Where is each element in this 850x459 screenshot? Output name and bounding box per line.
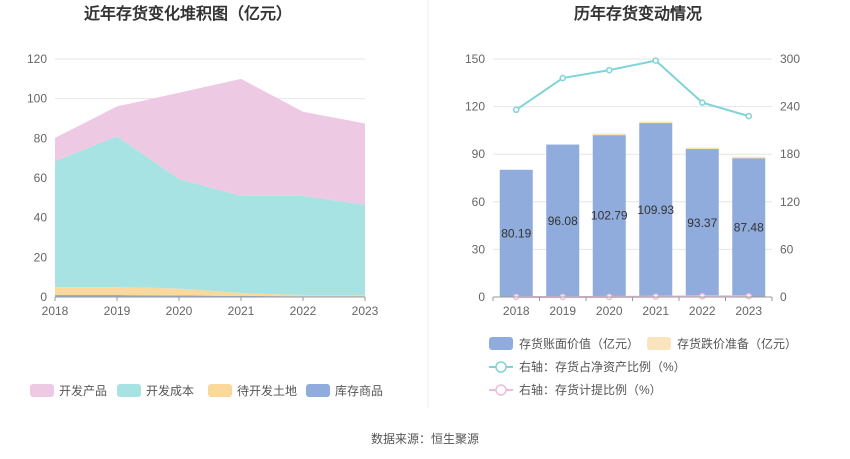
line-point — [745, 292, 752, 300]
right-right-y-tick-label: 240 — [780, 100, 800, 114]
bar-存货跌价准备 — [592, 133, 626, 136]
right-left-y-tick-label: 90 — [472, 147, 486, 161]
left-y-tick-label: 40 — [34, 211, 48, 225]
right-chart-axis: 0 30 60 90 120 150 0 60 120 180 240 300 2018 2019 2020… — [465, 52, 800, 318]
right-right-y-tick-label: 300 — [780, 52, 800, 66]
right-right-y-tick-label: 180 — [780, 147, 800, 161]
line-point — [559, 74, 566, 82]
right-left-y-tick-label: 30 — [472, 242, 486, 256]
right-left-y-tick-label: 0 — [478, 290, 485, 304]
line-point — [745, 112, 752, 120]
left-x-tick-label: 2019 — [104, 304, 131, 318]
bar-value-label: 96.08 — [548, 214, 578, 228]
left-chart-axis: 0 20 40 60 80 100 120 2018 2019 2020 2021 2022 2023 — [27, 52, 379, 318]
right-x-tick-label: 2021 — [642, 304, 669, 318]
bar-存货账面价值 — [546, 144, 580, 297]
bar-存货跌价准备 — [639, 121, 673, 124]
left-x-tick-label: 2023 — [352, 304, 379, 318]
right-x-tick-label: 2018 — [503, 304, 530, 318]
left-legend-swatch — [117, 384, 141, 397]
bar-存货账面价值 — [685, 148, 719, 297]
right-right-y-tick-label: 60 — [780, 242, 794, 256]
right-chart-title: 历年存货变动情况 — [574, 4, 702, 23]
area-开发产品 — [55, 78, 365, 205]
data-source: 数据来源：恒生聚源 — [371, 431, 479, 446]
bar-存货账面价值 — [499, 169, 533, 297]
bar-存货跌价准备 — [685, 147, 719, 150]
bar-存货账面价值 — [732, 158, 766, 297]
line-point — [513, 106, 520, 114]
right-legend-label: 右轴：存货占净资产比例（%） — [519, 359, 686, 374]
left-x-tick-label: 2020 — [166, 304, 193, 318]
left-chart-legend: 开发产品 开发成本 待开发土地 库存商品 — [30, 383, 383, 398]
right-chart-bars: 80.19 96.08 102.79 109.93 93.37 87.48 — [499, 121, 766, 298]
bar-value-label: 80.19 — [501, 226, 531, 240]
line-point — [699, 99, 706, 106]
right-x-tick-label: 2019 — [549, 304, 576, 318]
left-chart-areas — [55, 78, 365, 297]
left-y-tick-label: 0 — [40, 290, 47, 304]
right-legend-label: 右轴：存货计提比例（%） — [519, 382, 662, 397]
bar-存货跌价准备 — [732, 156, 766, 159]
line-series-inventory-ratio — [515, 59, 750, 118]
right-legend-marker — [495, 361, 507, 373]
right-left-y-tick-label: 150 — [465, 52, 485, 66]
area-待开发土地 — [55, 287, 365, 297]
right-legend-swatch-bar2 — [647, 337, 671, 350]
left-chart-title: 近年存货变化堆积图（亿元） — [84, 4, 292, 23]
bar-value-label: 109.93 — [637, 203, 674, 217]
right-right-y-tick-label: 120 — [780, 195, 800, 209]
left-legend-swatch — [30, 384, 54, 397]
left-y-tick-label: 100 — [27, 92, 47, 106]
line-point — [652, 57, 659, 64]
bar-value-label: 102.79 — [591, 208, 628, 222]
right-x-tick-label: 2022 — [689, 304, 716, 318]
right-x-tick-label: 2023 — [735, 304, 762, 318]
right-left-y-tick-label: 120 — [465, 100, 485, 114]
left-y-tick-label: 80 — [34, 131, 48, 145]
line-point — [699, 293, 706, 300]
left-legend-label: 库存商品 — [335, 383, 383, 398]
left-legend-swatch — [208, 384, 232, 397]
right-legend-marker — [495, 384, 507, 396]
right-x-tick-label: 2020 — [596, 304, 623, 318]
left-legend-label: 待开发土地 — [237, 383, 297, 398]
left-y-tick-label: 120 — [27, 52, 47, 66]
right-legend-label: 存货跌价准备（亿元） — [677, 336, 797, 351]
right-right-y-tick-label: 0 — [780, 290, 787, 304]
left-x-tick-label: 2021 — [228, 304, 255, 318]
right-legend-label: 存货账面价值（亿元） — [519, 336, 639, 351]
right-legend-swatch-bar1 — [489, 337, 513, 350]
right-left-y-tick-label: 60 — [472, 195, 486, 209]
bar-value-label: 93.37 — [687, 216, 717, 230]
bar-存货账面价值 — [592, 133, 626, 297]
bar-value-label: 87.48 — [734, 221, 764, 235]
bar-存货账面价值 — [639, 122, 673, 298]
left-x-tick-label: 2022 — [290, 304, 317, 318]
left-legend-label: 开发产品 — [59, 383, 107, 398]
left-y-tick-label: 60 — [34, 171, 48, 185]
left-legend-swatch — [306, 384, 330, 397]
left-legend-label: 开发成本 — [146, 383, 194, 398]
left-y-tick-label: 20 — [34, 250, 48, 264]
right-chart-grid — [493, 58, 772, 298]
line-point — [606, 66, 613, 74]
right-chart-legend: 存货账面价值（亿元） 存货跌价准备（亿元） 右轴：存货占净资产比例（%） 右轴：存货计… — [489, 336, 797, 397]
left-x-tick-label: 2018 — [42, 304, 69, 318]
area-开发成本 — [55, 136, 365, 296]
